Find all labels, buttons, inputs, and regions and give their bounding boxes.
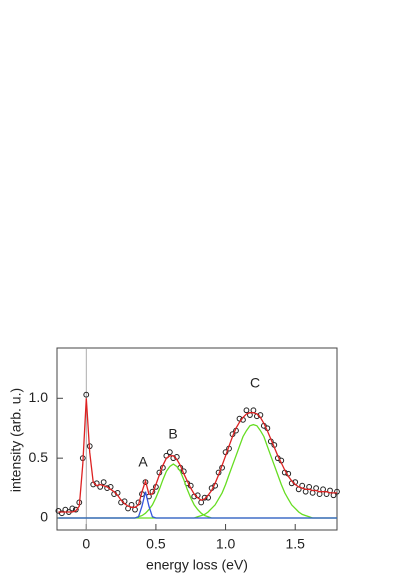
x-tick-label: 1.0 xyxy=(216,536,236,552)
plot-frame xyxy=(56,347,338,531)
fit-line xyxy=(58,398,337,513)
data-point xyxy=(243,407,250,414)
data-point xyxy=(302,488,309,495)
data-point xyxy=(83,391,90,398)
data-point xyxy=(58,510,65,517)
data-point xyxy=(250,407,257,414)
data-point xyxy=(334,488,340,495)
data-point xyxy=(166,449,173,456)
peak-label: C xyxy=(250,375,260,391)
peak-label: A xyxy=(138,454,148,470)
fit-line xyxy=(58,491,337,519)
data-point xyxy=(320,486,326,493)
data-point xyxy=(69,505,76,512)
fit-line xyxy=(58,463,337,519)
data-point xyxy=(72,506,79,513)
data-point xyxy=(313,485,320,491)
peak-label: B xyxy=(168,426,177,442)
data-point xyxy=(306,483,313,490)
data-point xyxy=(201,494,208,501)
data-point xyxy=(316,491,323,497)
y-tick-label: 0 xyxy=(40,509,48,525)
y-axis-label: intensity (arb. u.) xyxy=(8,388,24,492)
x-tick-label: 1.5 xyxy=(285,536,305,552)
data-point xyxy=(132,506,138,513)
fit-line xyxy=(58,423,337,519)
x-tick-label: 0.5 xyxy=(146,536,166,552)
data-point xyxy=(309,489,316,496)
x-tick-label: 0 xyxy=(82,536,90,552)
x-axis-label: energy loss (eV) xyxy=(146,557,248,573)
y-tick-label: 0.5 xyxy=(29,449,49,465)
data-point xyxy=(100,479,107,486)
y-tick-label: 1.0 xyxy=(29,389,49,405)
